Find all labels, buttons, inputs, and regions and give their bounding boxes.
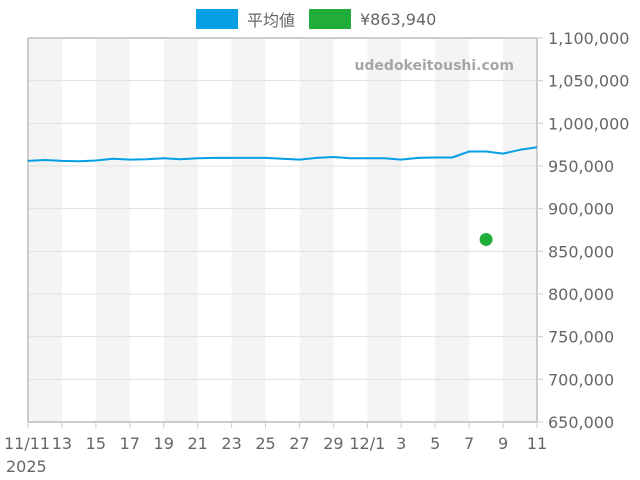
y-tick-label: 750,000 <box>548 328 614 347</box>
y-tick-label: 950,000 <box>548 157 614 176</box>
x-tick-label: 27 <box>289 434 309 453</box>
y-tick-label: 1,000,000 <box>548 114 629 133</box>
x-tick-label: 21 <box>187 434 207 453</box>
x-tick-label: 11 <box>527 434 547 453</box>
band-shaded <box>95 38 130 422</box>
x-tick-label: 17 <box>120 434 140 453</box>
legend-label-average: 平均値 <box>247 11 296 30</box>
x-tick-label: 13 <box>52 434 72 453</box>
x-tick-label: 3 <box>396 434 406 453</box>
y-tick-label: 1,050,000 <box>548 72 629 91</box>
chart-legend: 平均値 ¥863,940 <box>0 7 640 31</box>
legend-item-price[interactable]: ¥863,940 <box>309 7 436 31</box>
y-tick-label: 650,000 <box>548 413 614 432</box>
x-tick-year: 2025 <box>6 457 47 476</box>
legend-item-average[interactable]: 平均値 <box>196 7 295 31</box>
price-data-point <box>479 232 493 246</box>
x-tick-label: 25 <box>255 434 275 453</box>
band-shaded <box>299 38 334 422</box>
x-tick-label: 19 <box>154 434 174 453</box>
x-tick-label: 11/11 <box>4 434 50 453</box>
x-tick-label: 29 <box>323 434 343 453</box>
band-shaded <box>163 38 198 422</box>
legend-label-price: ¥863,940 <box>360 9 437 29</box>
x-tick-label: 5 <box>430 434 440 453</box>
y-tick-label: 900,000 <box>548 200 614 219</box>
x-tick-label: 7 <box>464 434 474 453</box>
legend-swatch-average <box>196 9 238 29</box>
average-price-line <box>27 146 538 163</box>
watermark: udedokeitoushi.com <box>354 58 514 74</box>
x-tick-label: 9 <box>498 434 508 453</box>
y-tick-label: 700,000 <box>548 370 614 389</box>
legend-swatch-price <box>309 9 351 29</box>
band-shaded <box>503 38 537 422</box>
band-shaded <box>231 38 266 422</box>
y-tick-label: 1,100,000 <box>548 29 629 48</box>
band-shaded <box>367 38 402 422</box>
band-shaded <box>28 38 62 422</box>
x-tick-label: 23 <box>221 434 241 453</box>
y-tick-label: 800,000 <box>548 285 614 304</box>
x-tick-label: 12/1 <box>349 434 385 453</box>
x-tick-label: 15 <box>86 434 106 453</box>
band-shaded <box>435 38 470 422</box>
y-tick-label: 850,000 <box>548 242 614 261</box>
